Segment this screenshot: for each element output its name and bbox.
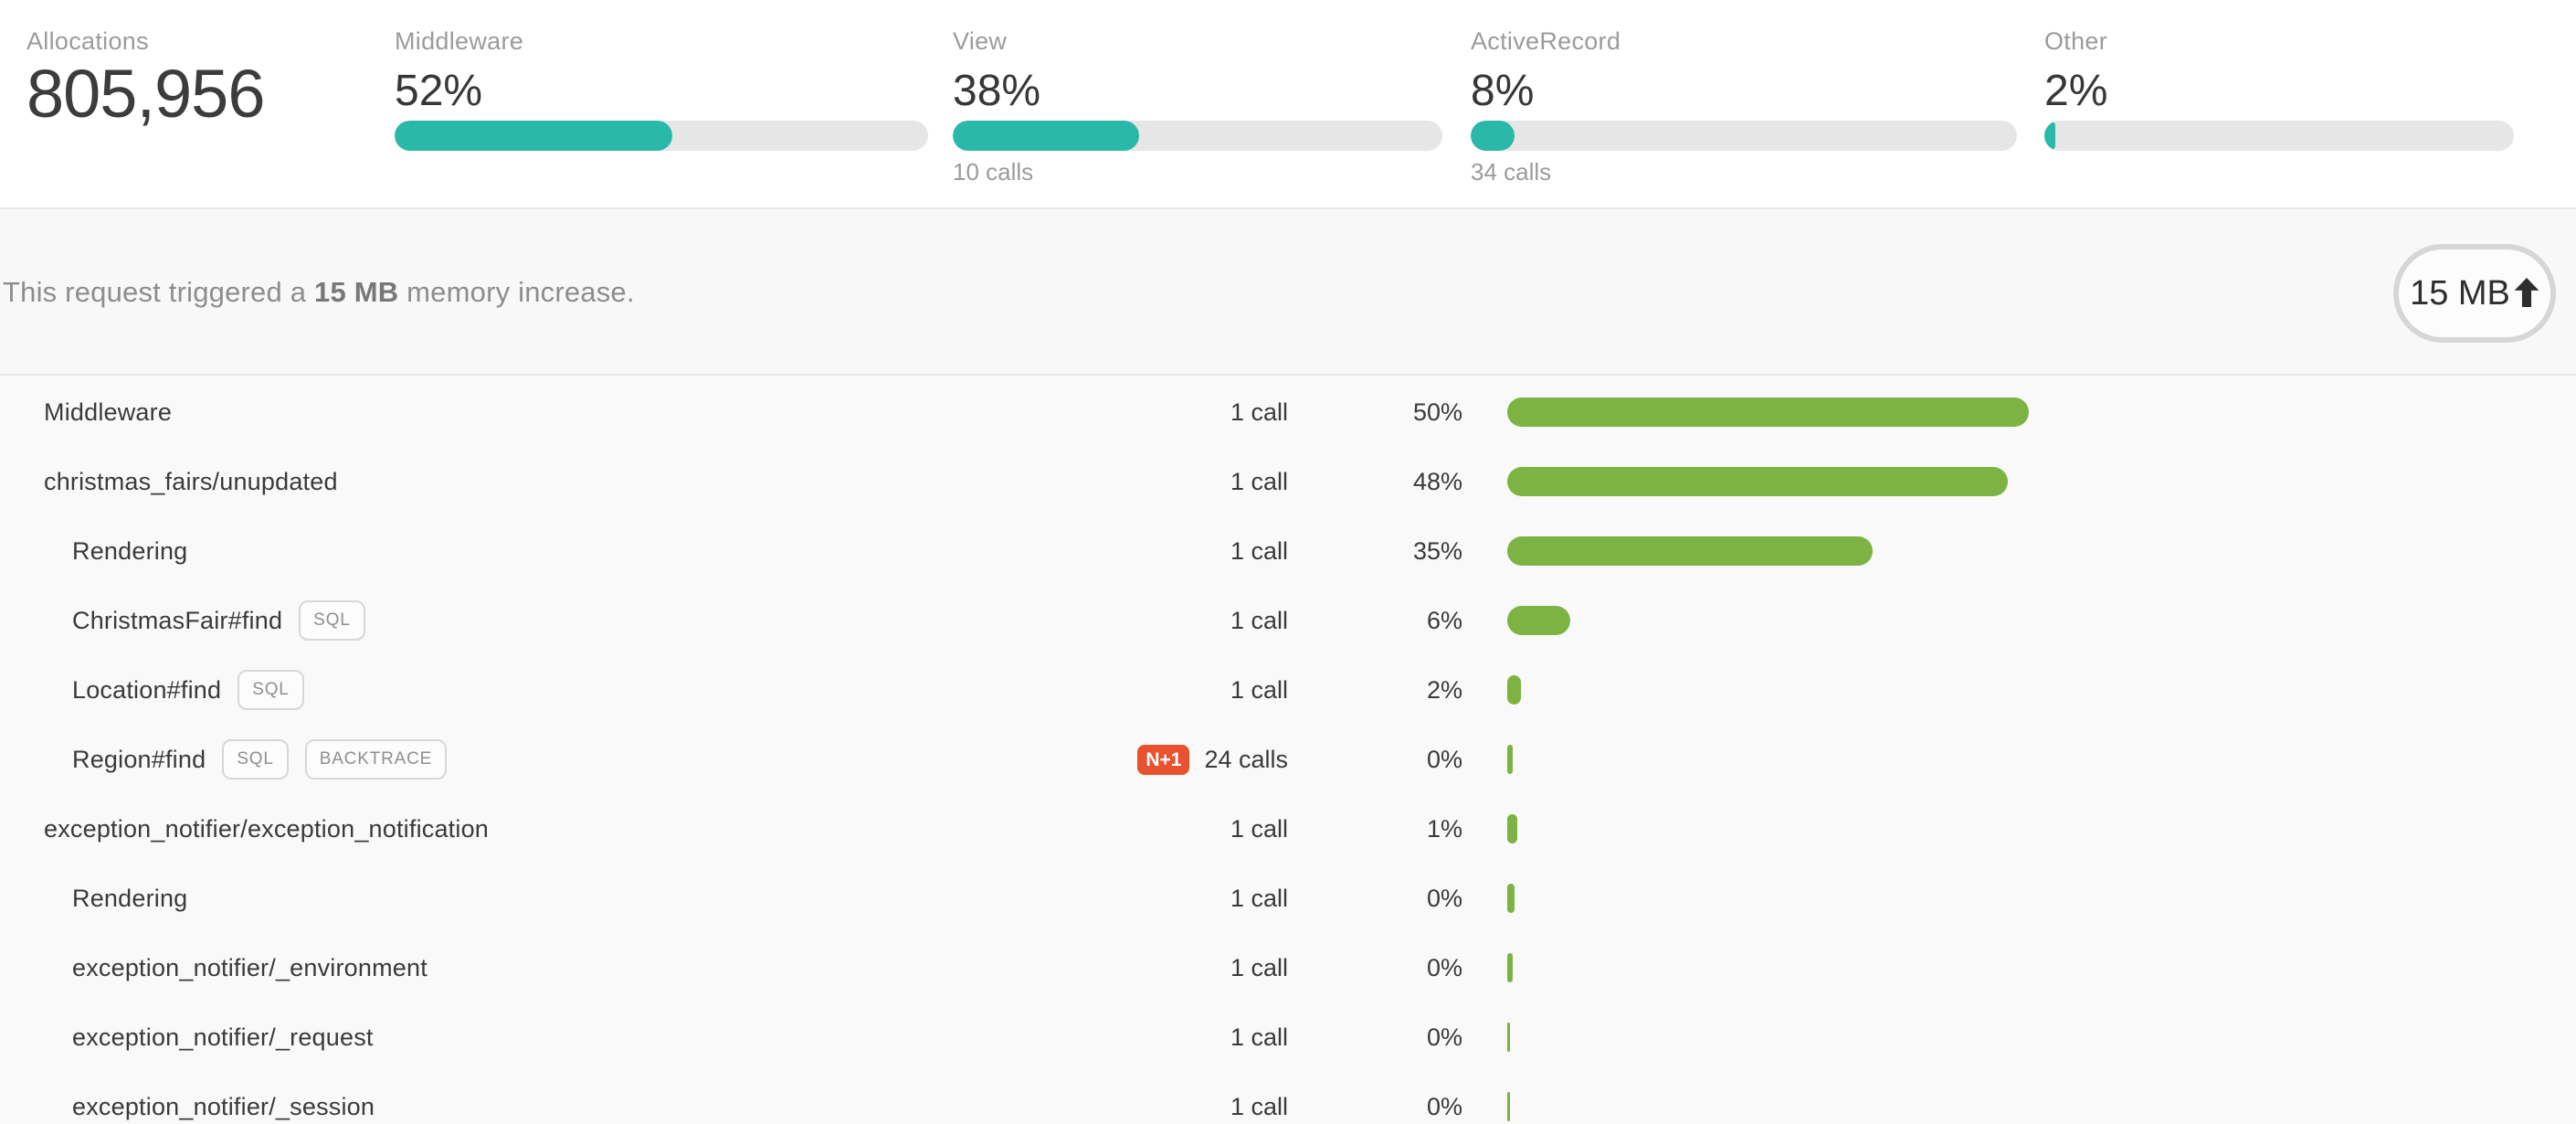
metric-label: Middleware xyxy=(395,27,524,55)
trace-row-calls: 1 call xyxy=(1230,814,1288,843)
metric-middleware: Middleware 52% xyxy=(395,0,928,209)
trace-row-calls: 1 call xyxy=(1230,675,1288,704)
trace-row-percent: 0% xyxy=(1426,953,1462,981)
trace-table: Middleware 1 call 50% christmas_fairs/unupd… xyxy=(0,377,2576,1124)
trace-row[interactable]: Region#find SQL BACKTRACE N+1 24 calls 0% xyxy=(0,725,2576,794)
trace-row-label: exception_notifier/exception_notificatio… xyxy=(44,814,490,843)
trace-row[interactable]: exception_notifier/exception_notificatio… xyxy=(0,794,2576,864)
metric-activerecord: ActiveRecord 8% 34 calls xyxy=(1471,0,2017,209)
trace-row-label: exception_notifier/_request xyxy=(72,1023,374,1051)
sql-badge[interactable]: SQL xyxy=(238,670,304,710)
trace-row-bar xyxy=(1507,1092,1510,1121)
trace-row-bar xyxy=(1507,814,1517,843)
trace-row-calls: 1 call xyxy=(1230,606,1288,634)
trace-row-calls: 1 call xyxy=(1230,884,1288,912)
trace-row-label: exception_notifier/_session xyxy=(72,1092,375,1120)
allocations-metric: Allocations 805,956 xyxy=(26,0,374,209)
trace-row[interactable]: exception_notifier/_environment 1 call 0% xyxy=(0,933,2576,1002)
metric-progress-track xyxy=(2044,121,2514,151)
trace-row-bar xyxy=(1507,606,1570,635)
trace-row[interactable]: Middleware 1 call 50% xyxy=(0,377,2576,447)
memory-sentence: This request triggered a 15 MB memory in… xyxy=(3,211,635,374)
metric-call-count: 34 calls xyxy=(1471,158,1552,186)
memory-sentence-prefix: This request triggered a xyxy=(3,276,315,308)
trace-row-calls: 1 call xyxy=(1230,1023,1288,1051)
trace-row-label: Rendering xyxy=(72,536,188,565)
trace-row-percent: 50% xyxy=(1412,398,1462,426)
trace-row-bar xyxy=(1507,1023,1510,1052)
trace-row[interactable]: Location#find SQL 1 call 2% xyxy=(0,655,2576,725)
trace-row[interactable]: Rendering 1 call 35% xyxy=(0,516,2576,586)
memory-sentence-value: 15 MB xyxy=(314,276,399,308)
trace-row[interactable]: ChristmasFair#find SQL 1 call 6% xyxy=(0,586,2576,655)
sql-badge[interactable]: SQL xyxy=(299,600,365,641)
metric-percent: 52% xyxy=(395,67,483,115)
trace-row-percent: 2% xyxy=(1426,675,1462,704)
trace-row-percent: 0% xyxy=(1426,745,1462,773)
allocations-value: 805,956 xyxy=(26,56,265,132)
backtrace-badge[interactable]: BACKTRACE xyxy=(304,739,448,779)
trace-row-percent: 0% xyxy=(1426,884,1462,912)
trace-row-percent: 0% xyxy=(1426,1092,1462,1120)
trace-row-percent: 6% xyxy=(1426,606,1462,634)
metric-view: View 38% 10 calls xyxy=(953,0,1442,209)
trace-row-bar xyxy=(1507,953,1513,982)
trace-row-bar xyxy=(1507,675,1521,705)
trace-row-bar xyxy=(1507,467,2008,496)
memory-delta-badge: 15 MB xyxy=(2393,244,2556,343)
metric-label: Other xyxy=(2044,27,2108,55)
metric-label: ActiveRecord xyxy=(1471,27,1621,55)
trace-row-bar xyxy=(1507,536,1873,566)
summary-header: Allocations 805,956 Middleware 52% View 38%… xyxy=(0,0,2576,209)
metric-progress-fill xyxy=(1471,121,1515,151)
metric-percent: 8% xyxy=(1471,67,1535,115)
nplus1-badge[interactable]: N+1 xyxy=(1137,744,1190,775)
trace-row[interactable]: exception_notifier/_session 1 call 0% xyxy=(0,1072,2576,1124)
trace-row-percent: 1% xyxy=(1426,814,1462,843)
trace-row[interactable]: exception_notifier/_request 1 call 0% xyxy=(0,1002,2576,1072)
trace-row-label: christmas_fairs/unupdated xyxy=(44,467,338,495)
metric-call-count: 10 calls xyxy=(953,158,1034,186)
trace-row[interactable]: Rendering 1 call 0% xyxy=(0,864,2576,933)
trace-row-calls: 1 call xyxy=(1230,467,1288,495)
trace-row[interactable]: christmas_fairs/unupdated 1 call 48% xyxy=(0,447,2576,516)
metric-label: View xyxy=(953,27,1008,55)
trace-row-calls: 24 calls xyxy=(1204,745,1288,773)
metric-progress-fill xyxy=(2044,121,2055,151)
trace-row-bar xyxy=(1507,884,1515,913)
trace-row-label: Rendering xyxy=(72,884,188,912)
arrow-up-icon xyxy=(2514,278,2539,307)
trace-row-label: ChristmasFair#find xyxy=(72,606,283,634)
trace-row-bar xyxy=(1507,745,1513,774)
memory-sentence-suffix: memory increase. xyxy=(398,276,635,308)
trace-row-calls: 1 call xyxy=(1230,536,1288,565)
trace-row-bar xyxy=(1507,398,2029,427)
metric-progress-track xyxy=(953,121,1442,151)
trace-row-percent: 35% xyxy=(1412,536,1462,565)
trace-row-percent: 0% xyxy=(1426,1023,1462,1051)
trace-row-label: exception_notifier/_environment xyxy=(72,953,428,981)
trace-row-label: Location#find xyxy=(72,675,222,704)
trace-row-label: Middleware xyxy=(44,398,173,426)
memory-banner: This request triggered a 15 MB memory in… xyxy=(0,211,2576,376)
trace-row-calls: 1 call xyxy=(1230,398,1288,426)
metric-percent: 38% xyxy=(953,67,1041,115)
trace-row-calls: 1 call xyxy=(1230,953,1288,981)
trace-row-calls: 1 call xyxy=(1230,1092,1288,1120)
metric-other: Other 2% xyxy=(2044,0,2514,209)
allocations-label: Allocations xyxy=(26,27,149,55)
trace-row-percent: 48% xyxy=(1412,467,1462,495)
metric-progress-track xyxy=(1471,121,2017,151)
metric-percent: 2% xyxy=(2044,67,2108,115)
metric-progress-fill xyxy=(953,121,1139,151)
metric-progress-fill xyxy=(395,121,672,151)
metric-progress-track xyxy=(395,121,928,151)
sql-badge[interactable]: SQL xyxy=(222,739,289,779)
trace-row-label: Region#find xyxy=(72,745,206,773)
memory-delta-value: 15 MB xyxy=(2410,273,2510,313)
